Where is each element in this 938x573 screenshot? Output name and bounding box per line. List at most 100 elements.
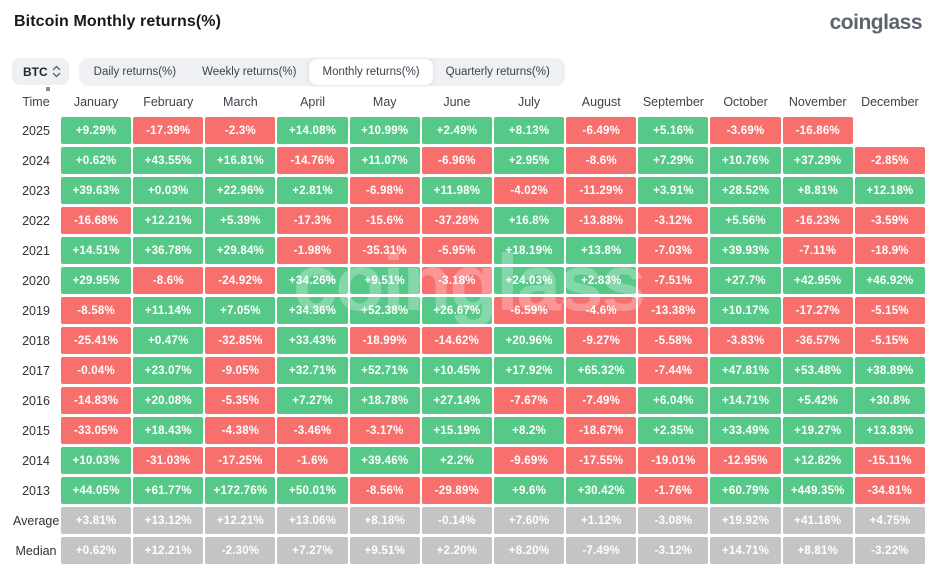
row-label: Median bbox=[15, 543, 57, 558]
return-cell: -0.14% bbox=[421, 507, 492, 534]
return-cell: -19.01% bbox=[638, 447, 709, 474]
return-cell: +8.81% bbox=[782, 177, 853, 204]
return-cell: +23.07% bbox=[133, 357, 204, 384]
return-cell: +1.12% bbox=[566, 507, 637, 534]
return-cell: -17.27% bbox=[782, 297, 853, 324]
row-label: 2023 bbox=[22, 183, 50, 198]
return-cell: +12.21% bbox=[133, 207, 204, 234]
row-label: 2022 bbox=[22, 213, 50, 228]
return-cell: +7.05% bbox=[205, 297, 276, 324]
tab-daily-returns[interactable]: Daily returns(%) bbox=[81, 58, 189, 86]
return-cell: -3.22% bbox=[854, 537, 925, 564]
return-cell: -37.28% bbox=[421, 207, 492, 234]
return-cell: +39.63% bbox=[61, 177, 132, 204]
return-cell: -17.55% bbox=[566, 447, 637, 474]
row-label: 2020 bbox=[22, 273, 50, 288]
return-cell: +26.67% bbox=[421, 297, 492, 324]
return-cell: +10.76% bbox=[710, 147, 781, 174]
return-cell: +28.52% bbox=[710, 177, 781, 204]
column-header-december: December bbox=[861, 95, 919, 109]
table-row-2024: 2024 +0.62% +43.55% +16.81% -14.76% +11.07% -6… bbox=[0, 147, 938, 174]
column-header-january: January bbox=[73, 95, 119, 109]
return-cell: +10.03% bbox=[61, 447, 132, 474]
return-cell: -8.58% bbox=[61, 297, 132, 324]
return-cell: +9.29% bbox=[61, 117, 132, 144]
row-label: 2019 bbox=[22, 303, 50, 318]
return-cell: +53.48% bbox=[782, 357, 853, 384]
return-cell: -3.46% bbox=[277, 417, 348, 444]
return-cell: +38.89% bbox=[854, 357, 925, 384]
column-header-august: August bbox=[581, 95, 621, 109]
return-cell: -35.31% bbox=[349, 237, 420, 264]
return-cell: -2.30% bbox=[205, 537, 276, 564]
return-cell: -5.35% bbox=[205, 387, 276, 414]
table-row-2017: 2017 -0.04% +23.07% -9.05% +32.71% +52.71% +10… bbox=[0, 357, 938, 384]
coin-selector[interactable]: BTC bbox=[12, 58, 69, 85]
return-cell: +27.7% bbox=[710, 267, 781, 294]
table-row-average: Average +3.81% +13.12% +12.21% +13.06% +8.18%… bbox=[0, 507, 938, 534]
return-cell: -4.02% bbox=[493, 177, 565, 204]
return-cell: -3.08% bbox=[638, 507, 709, 534]
row-label: 2016 bbox=[22, 393, 50, 408]
return-cell: +29.84% bbox=[205, 237, 276, 264]
return-cell: +18.43% bbox=[133, 417, 204, 444]
return-cell: +20.96% bbox=[493, 327, 565, 354]
tab-weekly-returns[interactable]: Weekly returns(%) bbox=[189, 58, 309, 86]
return-cell: -9.69% bbox=[493, 447, 565, 474]
table-row-2019: 2019 -8.58% +11.14% +7.05% +34.36% +52.38% +26… bbox=[0, 297, 938, 324]
return-cell: -25.41% bbox=[61, 327, 132, 354]
return-cell: -18.99% bbox=[349, 327, 420, 354]
return-cell: +0.03% bbox=[133, 177, 204, 204]
return-cell: -3.17% bbox=[349, 417, 420, 444]
column-header-april: April bbox=[300, 95, 326, 109]
return-cell: +52.71% bbox=[349, 357, 420, 384]
return-cell: +5.42% bbox=[782, 387, 853, 414]
return-cell: +16.8% bbox=[493, 207, 565, 234]
return-cell: +8.81% bbox=[782, 537, 853, 564]
row-label: 2015 bbox=[22, 423, 50, 438]
return-cell: -9.05% bbox=[205, 357, 276, 384]
return-cell: +2.81% bbox=[277, 177, 348, 204]
return-cell: +7.29% bbox=[638, 147, 709, 174]
return-cell: -15.6% bbox=[349, 207, 420, 234]
return-cell: -2.85% bbox=[854, 147, 925, 174]
return-cell: +42.95% bbox=[782, 267, 853, 294]
return-cell: -3.12% bbox=[638, 537, 709, 564]
return-cell: -8.6% bbox=[133, 267, 204, 294]
selector-indicator-dot bbox=[46, 87, 50, 91]
return-cell: -33.05% bbox=[61, 417, 132, 444]
return-cell: +10.17% bbox=[710, 297, 781, 324]
return-cell: +9.51% bbox=[349, 537, 420, 564]
return-cell: -36.57% bbox=[782, 327, 853, 354]
return-cell: +32.71% bbox=[277, 357, 348, 384]
row-label: 2024 bbox=[22, 153, 50, 168]
return-cell: +19.92% bbox=[710, 507, 781, 534]
return-cell: +2.35% bbox=[638, 417, 709, 444]
return-cell: -7.67% bbox=[493, 387, 565, 414]
table-row-2015: 2015 -33.05% +18.43% -4.38% -3.46% -3.17% +15.… bbox=[0, 417, 938, 444]
tab-quarterly-returns[interactable]: Quarterly returns(%) bbox=[433, 58, 563, 86]
return-cell: +46.92% bbox=[854, 267, 925, 294]
return-cell: +12.21% bbox=[205, 507, 276, 534]
return-cell: +12.18% bbox=[854, 177, 925, 204]
return-cell: +33.43% bbox=[277, 327, 348, 354]
return-cell: +52.38% bbox=[349, 297, 420, 324]
tab-monthly-returns[interactable]: Monthly returns(%) bbox=[309, 59, 433, 85]
return-cell: +43.55% bbox=[133, 147, 204, 174]
row-label: Average bbox=[13, 513, 60, 528]
return-cell: +9.51% bbox=[349, 267, 420, 294]
return-cell: -3.59% bbox=[854, 207, 925, 234]
return-cell: +34.36% bbox=[277, 297, 348, 324]
return-cell: +8.2% bbox=[493, 417, 565, 444]
table-row-2018: 2018 -25.41% +0.47% -32.85% +33.43% -18.99% -1… bbox=[0, 327, 938, 354]
return-cell: +65.32% bbox=[566, 357, 637, 384]
table-row-2016: 2016 -14.83% +20.08% -5.35% +7.27% +18.78% +27… bbox=[0, 387, 938, 414]
return-cell: +17.92% bbox=[493, 357, 565, 384]
return-cell: +5.56% bbox=[710, 207, 781, 234]
return-cell: -7.49% bbox=[566, 387, 637, 414]
return-cell: -13.38% bbox=[638, 297, 709, 324]
return-cell: -4.6% bbox=[566, 297, 637, 324]
return-cell: +2.95% bbox=[493, 147, 565, 174]
row-label: 2025 bbox=[22, 123, 50, 138]
return-cell: -13.88% bbox=[566, 207, 637, 234]
